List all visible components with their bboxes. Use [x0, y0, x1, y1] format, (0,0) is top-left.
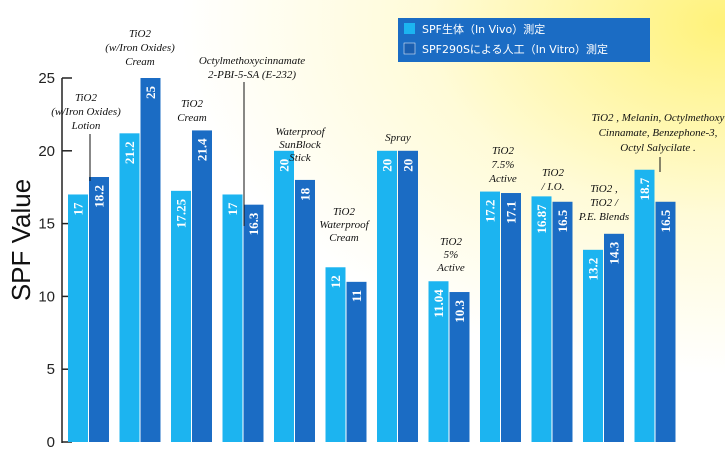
- category-label: Cream: [177, 112, 207, 124]
- bar-value-label: 21.4: [195, 138, 210, 161]
- y-tick-label: 10: [38, 288, 55, 305]
- bar: [398, 150, 418, 443]
- bar: [604, 233, 624, 442]
- category-label: 7.5%: [492, 159, 515, 171]
- category-label: TiO2: [181, 98, 204, 110]
- category-label: TiO2: [492, 145, 515, 157]
- bar-value-label: 11: [349, 290, 364, 302]
- legend: SPF生体（In Vivo）測定 SPF290Sによる人工（In Vitro）測…: [398, 18, 650, 62]
- bar-value-label: 17.2: [483, 200, 498, 223]
- legend-label-in-vivo: SPF生体（In Vivo）測定: [422, 22, 545, 36]
- bar-value-label: 13.2: [586, 258, 601, 281]
- bar: [583, 249, 603, 442]
- y-axis-label: SPF Value: [6, 179, 36, 301]
- category-label: (w/Iron Oxides): [51, 106, 121, 118]
- bar-value-label: 16.5: [658, 209, 673, 232]
- category-label: Cream: [125, 56, 155, 68]
- bar-value-label: 17: [225, 202, 240, 216]
- bar-value-label: 14.3: [607, 241, 622, 264]
- bar-value-label: 17: [71, 202, 86, 216]
- bar-groups: 17 18.2 21.2 25 17.25 21.4 17 16.3 20 18 12 11 20 20 1…: [68, 78, 676, 443]
- bar-value-label: 10.3: [452, 300, 467, 323]
- bar-value-label: 25: [143, 86, 158, 100]
- legend-swatch-in-vitro: [403, 42, 416, 55]
- bar: [480, 191, 500, 442]
- category-label: TiO2: [75, 92, 98, 104]
- bar: [222, 194, 243, 442]
- bar: [325, 267, 346, 442]
- category-labels: TiO2 (w/Iron Oxides) Lotion TiO2 (w/Iron Oxi…: [51, 28, 724, 274]
- y-tick-label: 5: [47, 361, 55, 378]
- bar-value-label: 17.25: [174, 198, 189, 228]
- y-tick-label: 0: [47, 434, 55, 451]
- y-tick-label: 15: [38, 216, 55, 233]
- bar: [171, 190, 191, 442]
- category-label: Spray: [385, 132, 411, 144]
- bar: [377, 150, 397, 443]
- bar: [274, 150, 294, 443]
- category-label: TiO2 , Melanin, Octylmethoxy: [592, 112, 725, 124]
- category-label: 5%: [444, 249, 459, 261]
- category-label: TiO2: [129, 28, 152, 40]
- bar: [89, 177, 109, 442]
- bar: [655, 201, 676, 442]
- bar-value-label: 18.7: [637, 177, 652, 200]
- bar: [501, 193, 521, 442]
- bar: [68, 194, 88, 442]
- category-label: Active: [436, 262, 465, 274]
- category-label: SunBlock: [279, 139, 322, 151]
- category-label: (w/Iron Oxides): [105, 42, 175, 54]
- bar-value-label: 16.3: [246, 212, 261, 235]
- category-label: Cream: [329, 232, 359, 244]
- category-label: / I.O.: [541, 181, 565, 193]
- bar: [192, 130, 212, 442]
- category-label: Waterproof: [275, 126, 326, 138]
- category-label: TiO2: [440, 236, 463, 248]
- category-label: Waterproof: [319, 219, 370, 231]
- bar-value-label: 18: [298, 187, 313, 201]
- bar-value-label: 16.5: [555, 209, 570, 232]
- category-label: TiO2 ,: [590, 183, 618, 195]
- bar: [449, 292, 470, 442]
- category-label: Octyl Salycilate .: [620, 142, 695, 154]
- category-label: Stick: [289, 152, 311, 164]
- category-label: TiO2 /: [590, 197, 619, 209]
- category-label: TiO2: [542, 167, 565, 179]
- legend-swatch-in-vivo: [404, 23, 415, 34]
- category-label: Active: [488, 173, 517, 185]
- category-label: P.E. Blends: [578, 211, 629, 223]
- category-label: Octylmethoxycinnamate: [199, 55, 305, 67]
- bar-value-label: 17.1: [504, 201, 519, 224]
- bar-value-label: 20: [401, 159, 416, 172]
- bar-value-label: 20: [380, 159, 395, 172]
- bar-value-label: 21.2: [122, 141, 137, 164]
- legend-label-in-vitro: SPF290Sによる人工（In Vitro）測定: [422, 42, 608, 56]
- bar-value-label: 11.04: [431, 289, 446, 318]
- category-label: TiO2: [333, 206, 356, 218]
- y-tick-label: 25: [38, 70, 55, 87]
- bar: [428, 281, 449, 442]
- category-label: 2-PBI-5-SA (E-232): [208, 69, 296, 81]
- bar: [243, 204, 264, 442]
- bar-value-label: 12: [328, 275, 343, 288]
- bar-value-label: 18.2: [92, 185, 107, 208]
- bar-value-label: 16.87: [534, 204, 549, 234]
- bar: [119, 133, 140, 442]
- bar: [531, 196, 552, 442]
- category-label: Lotion: [71, 120, 101, 132]
- y-axis: 0 5 10 15 20 25: [38, 70, 72, 451]
- bar: [295, 179, 315, 443]
- bar: [634, 169, 655, 442]
- legend-box: [398, 18, 650, 62]
- bar: [140, 78, 161, 442]
- category-label: Cinnamate, Benzephone-3,: [599, 127, 718, 139]
- bar: [346, 281, 367, 442]
- y-tick-label: 20: [38, 143, 55, 160]
- bar: [552, 201, 573, 442]
- bar-value-label: 20: [277, 159, 292, 172]
